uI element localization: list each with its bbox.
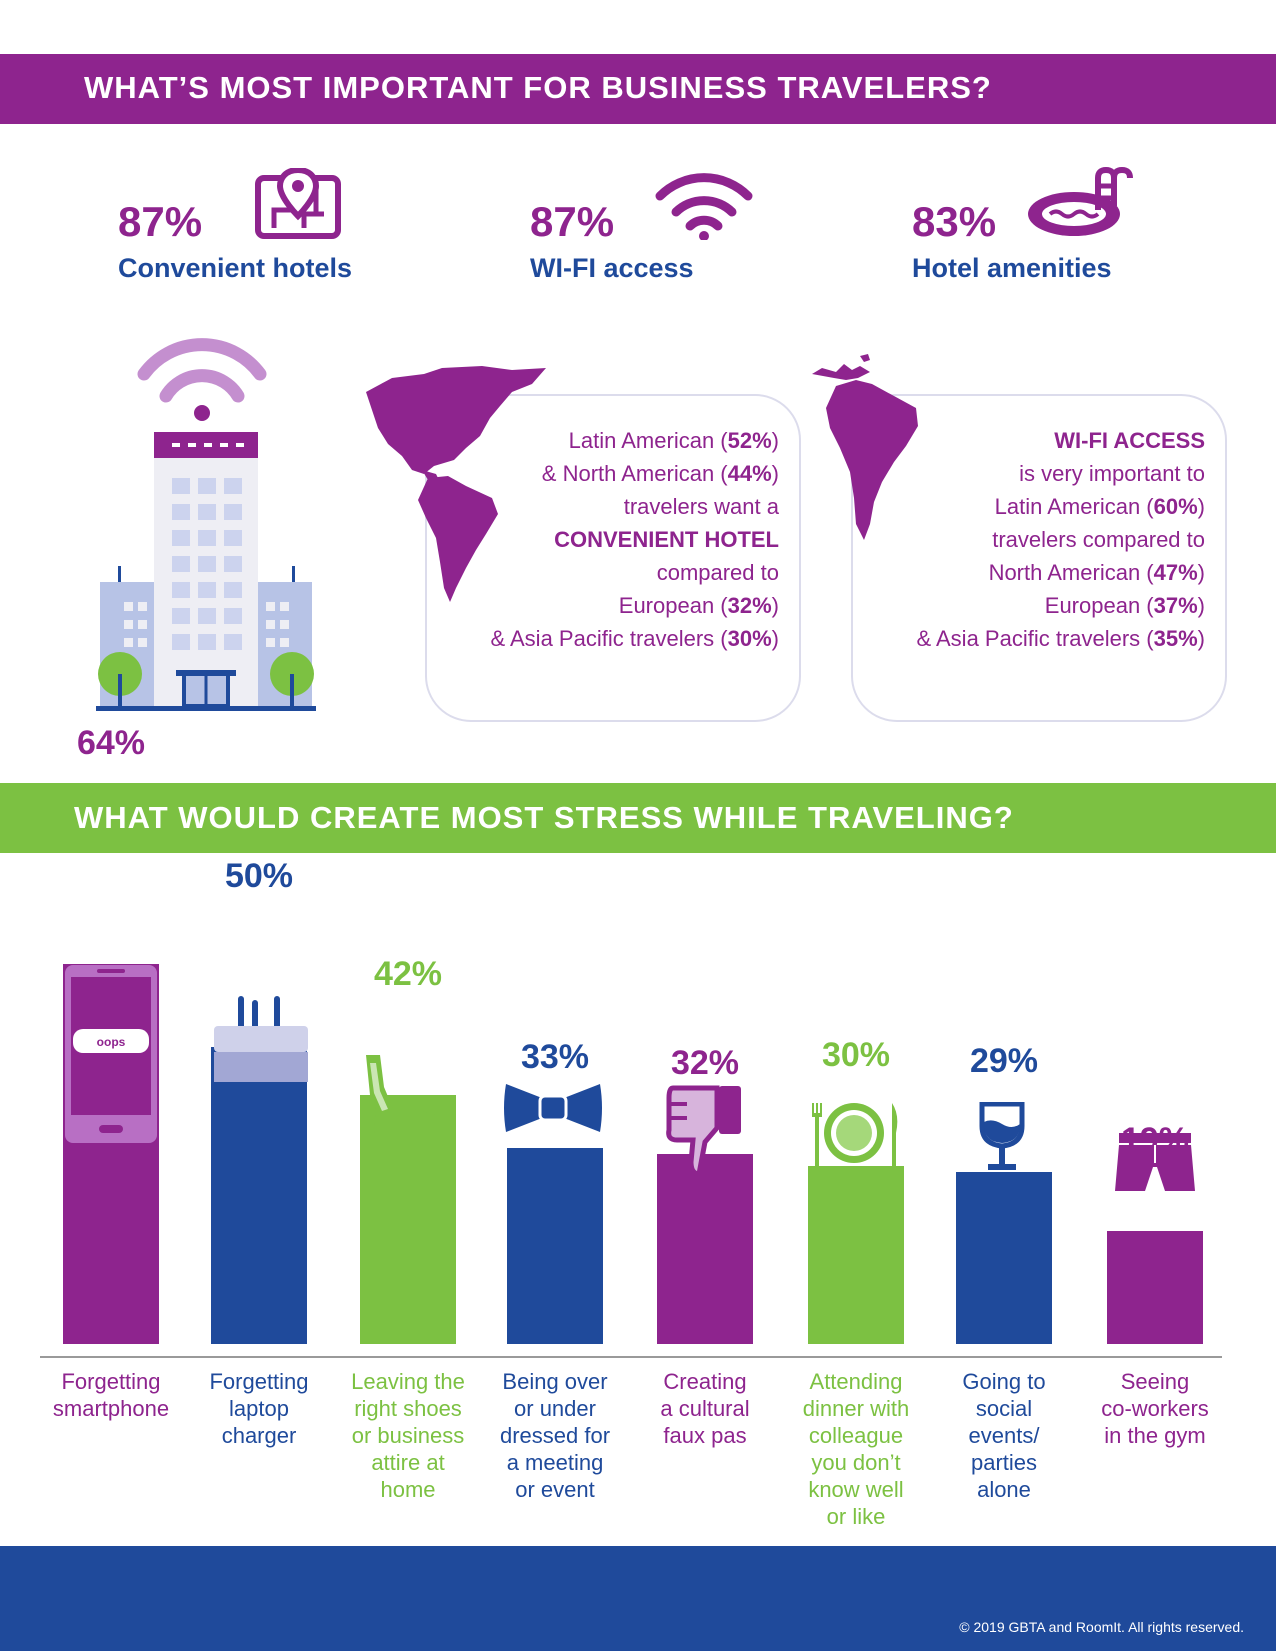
category-label-line: social (975, 1396, 1033, 1421)
category-label-line: Forgetting (209, 1369, 309, 1394)
category-label-line: Going to (962, 1369, 1046, 1394)
bar-category-label: Forgetting smartphone (36, 1368, 186, 1422)
bar-category-label: Going to social events/parties alone (929, 1368, 1079, 1503)
charger-plug-icon (214, 996, 308, 1082)
bar-value-label: 29% (969, 1041, 1039, 1080)
category-label-line: charger (221, 1423, 297, 1448)
bar-5 (657, 1154, 753, 1344)
category-label-line: attire at (371, 1450, 445, 1475)
category-label-line: Creating (663, 1369, 747, 1394)
hotel-building-illustration (96, 338, 316, 711)
category-label-line: a cultural (660, 1396, 750, 1421)
category-label-line: home (380, 1477, 436, 1502)
category-label-line: Forgetting (61, 1369, 161, 1394)
category-label-line: or like (826, 1504, 886, 1529)
x-axis-line (40, 1356, 1222, 1358)
thumbs-down-icon (666, 1085, 741, 1177)
category-label-line: alone (977, 1477, 1031, 1502)
category-label-line: faux pas (663, 1423, 747, 1448)
top-banner: WHAT’S MOST IMPORTANT FOR BUSINESS TRAVE… (0, 54, 1276, 124)
map-pin-icon (255, 168, 341, 239)
bar-7 (956, 1171, 1052, 1344)
bar-category-label: Creating a cultural faux pas (630, 1368, 780, 1449)
category-label-line: dressed for (499, 1423, 611, 1448)
bar-8 (1107, 1231, 1203, 1344)
dinner-plate-icon (812, 1103, 898, 1175)
category-label-line: Leaving the (351, 1369, 465, 1394)
section-title-stress: WHAT WOULD CREATE MOST STRESS WHILE TRAV… (74, 800, 1014, 835)
category-label-line: dinner with (802, 1396, 910, 1421)
pool-icon (1028, 166, 1133, 236)
bar-value-label: 42% (373, 954, 443, 993)
bar-category-label: Seeing co-workers in the gym (1080, 1368, 1230, 1449)
bar-4 (507, 1148, 603, 1344)
copyright-text: © 2019 GBTA and RoomIt. All rights reser… (959, 1619, 1244, 1635)
stress-banner: WHAT WOULD CREATE MOST STRESS WHILE TRAV… (0, 783, 1276, 853)
category-label-line: or business (351, 1423, 465, 1448)
smartphone-icon: oops (65, 965, 157, 1143)
category-label-line: smartphone (52, 1396, 170, 1421)
category-label-line: events/ (968, 1423, 1040, 1448)
category-label-line: Being over (502, 1369, 608, 1394)
section-title-important: WHAT’S MOST IMPORTANT FOR BUSINESS TRAVE… (84, 70, 992, 105)
stat-label: WI-FI access (530, 253, 694, 283)
category-label-line: or under (514, 1396, 596, 1421)
footer-band: © 2019 GBTA and RoomIt. All rights reser… (0, 1546, 1276, 1651)
phone-screen-text: oops (97, 1035, 126, 1049)
bar-category-label: Forgetting laptop charger (184, 1368, 334, 1449)
category-label-line: in the gym (1104, 1423, 1206, 1448)
category-label-line: a meeting (506, 1450, 604, 1475)
wine-glass-icon (979, 1102, 1025, 1170)
stat-percent: 83% (912, 198, 997, 245)
category-label-line: right shoes (354, 1396, 462, 1421)
stat-label: Convenient hotels (118, 253, 353, 283)
callout-convenient-hotel: Latin American (52%) & North American (4… (425, 394, 801, 722)
callout-text: WI-FI ACCESS is very important to Latin … (916, 428, 1205, 651)
bar-6 (808, 1165, 904, 1344)
callout-text: Latin American (52%) & North American (4… (490, 428, 779, 651)
bar-2 (211, 1047, 307, 1344)
category-label-line: Attending (809, 1369, 903, 1394)
category-label-line: colleague (808, 1423, 904, 1448)
bar-category-label: Leaving the right shoes or business attire … (333, 1368, 483, 1503)
bar-value-label: 32% (670, 1044, 740, 1082)
bar-category-label: Attending dinner with colleague you don’t kn… (781, 1368, 931, 1530)
category-label-line: you don’t (811, 1450, 901, 1475)
category-label-line: parties (970, 1450, 1038, 1475)
bar-value-label: 64% (76, 724, 146, 762)
category-label-line: co-workers (1101, 1396, 1209, 1421)
bar-3 (360, 1094, 456, 1344)
shorts-icon (1115, 1133, 1195, 1191)
high-heel-icon (366, 1055, 452, 1133)
bar-value-label: 50% (224, 857, 294, 896)
category-label-line: Seeing (1120, 1369, 1190, 1394)
callout-wifi-access: WI-FI ACCESS is very important to Latin … (851, 394, 1227, 722)
wifi-icon (655, 173, 753, 240)
stat-percent: 87% (118, 198, 203, 245)
category-label-line: or event (515, 1477, 595, 1502)
bar-category-label: Being over or under dressed for a meeting or… (480, 1368, 630, 1503)
stat-percent: 87% (530, 198, 615, 245)
stat-label: Hotel amenities (912, 253, 1112, 283)
bow-tie-icon (504, 1084, 602, 1132)
americas-map-icon (366, 366, 546, 602)
category-label-line: laptop (229, 1396, 289, 1421)
category-label-line: know well (808, 1477, 904, 1502)
bar-value-label: 33% (520, 1038, 590, 1077)
latin-america-map-icon (812, 354, 918, 540)
bar-value-label: 30% (821, 1035, 891, 1074)
